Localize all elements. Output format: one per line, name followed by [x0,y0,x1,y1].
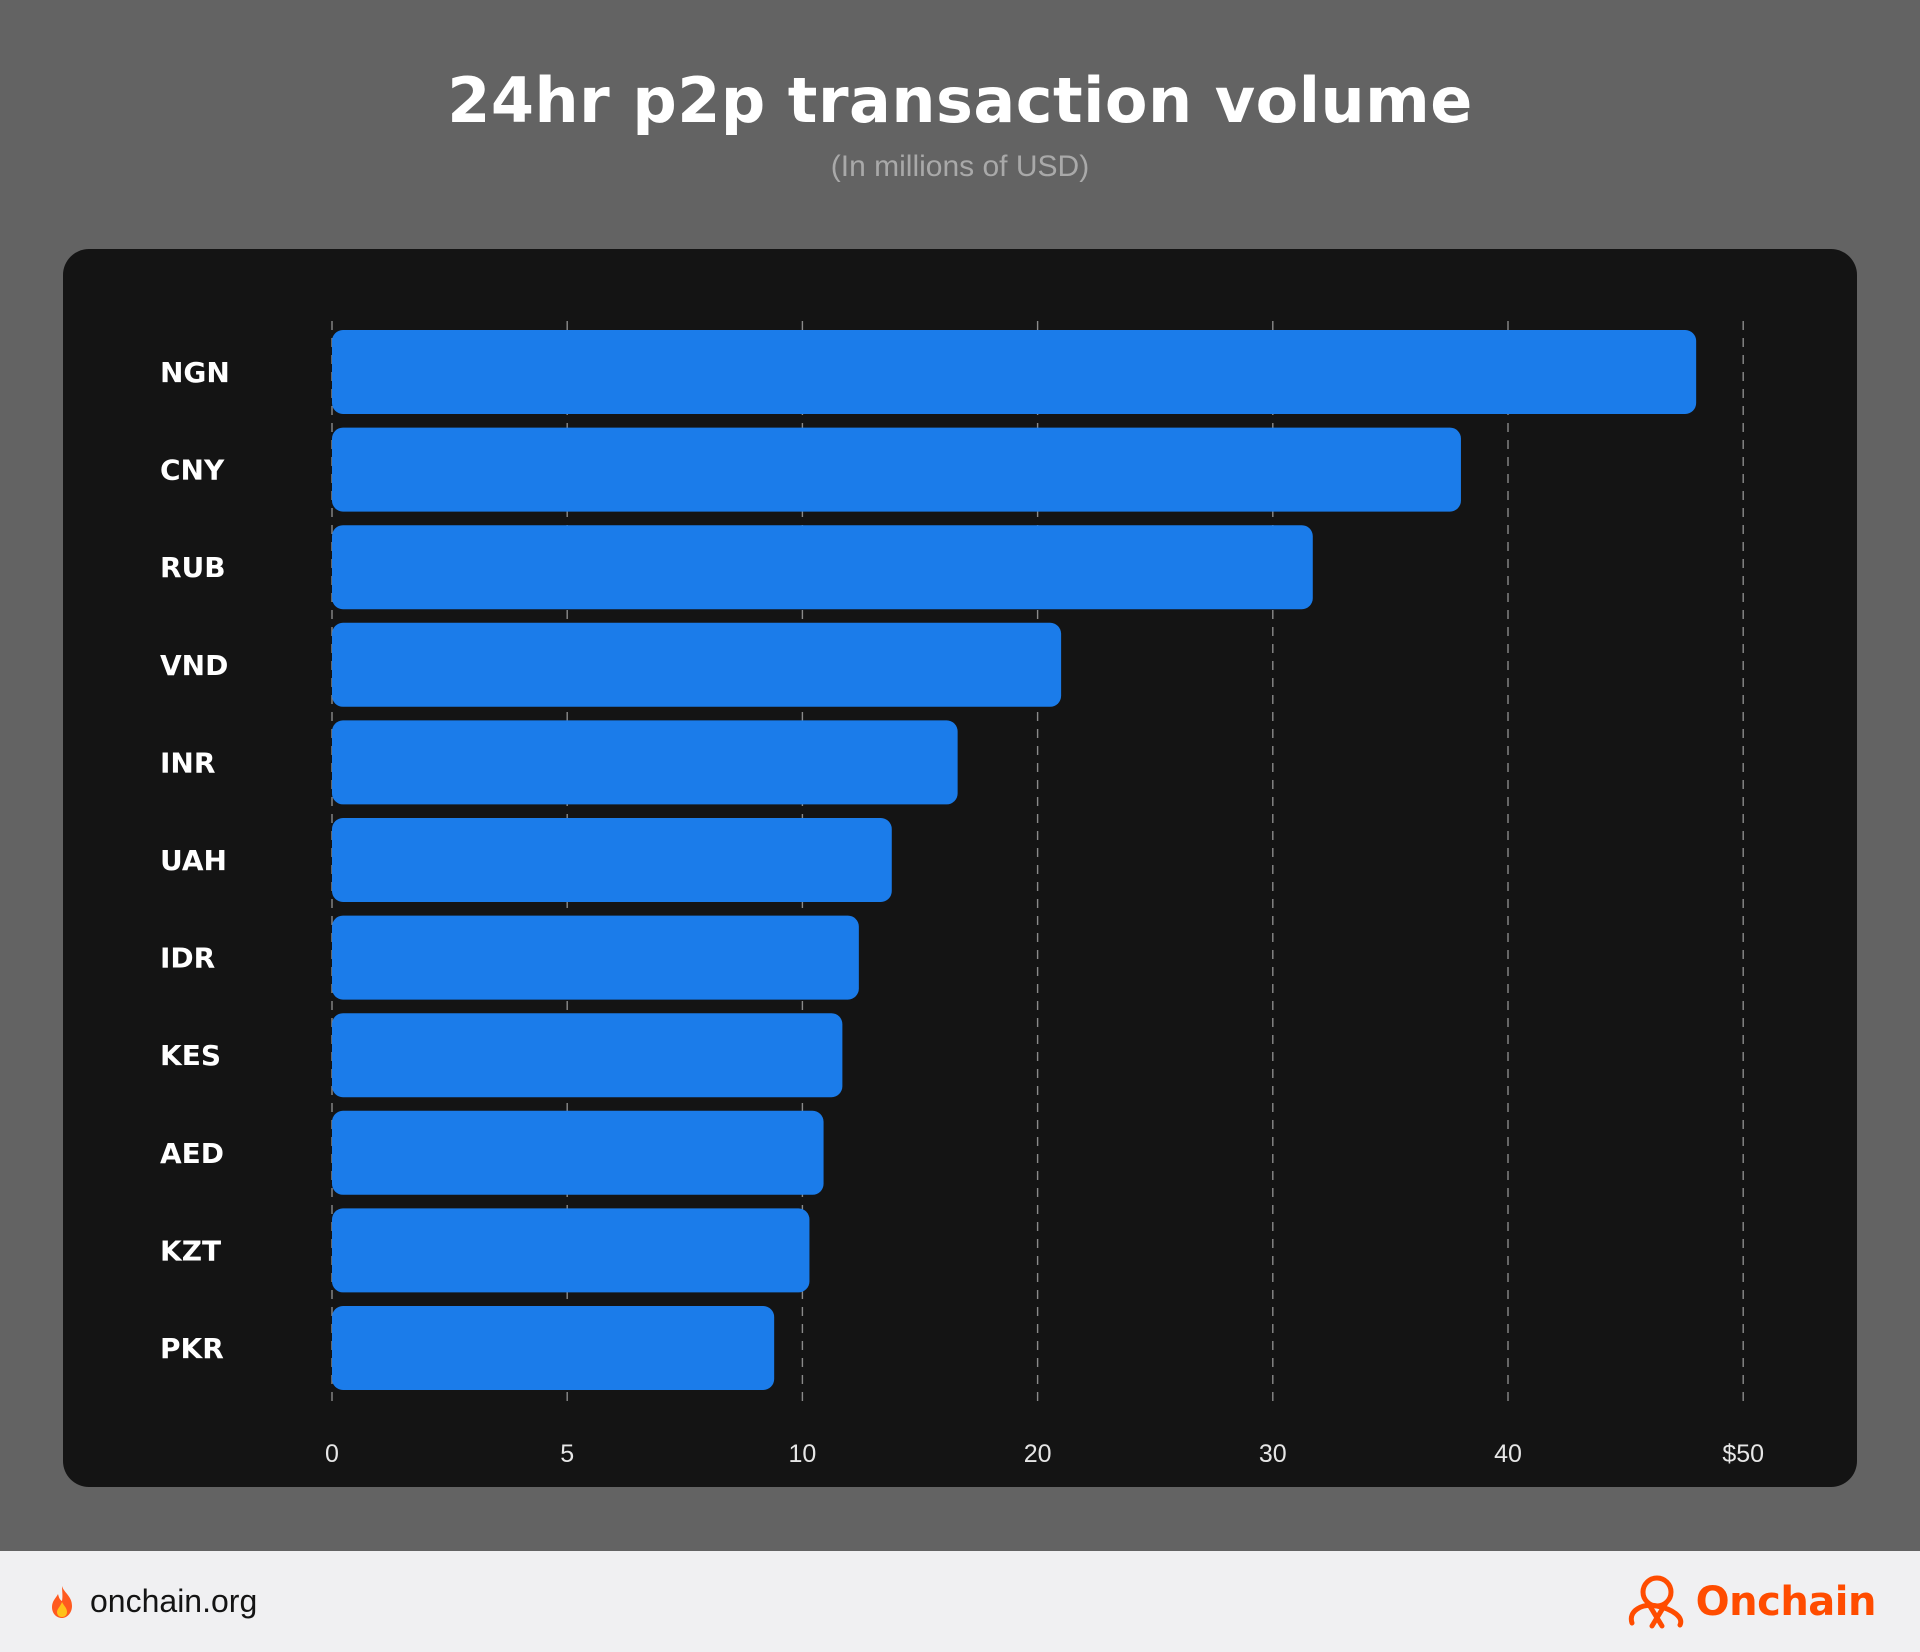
category-label-uah: UAH [160,844,227,877]
footer-site[interactable]: onchain.org [48,1551,257,1652]
bar-aed [332,1110,824,1195]
bar-rub [332,525,1313,610]
bar-uah [332,818,892,902]
bar-vnd [332,622,1062,707]
bar-kzt [332,1208,810,1293]
bar-cny [332,427,1461,512]
category-label-kes: KES [160,1039,221,1072]
category-label-ngn: NGN [160,356,230,389]
bar-chart: NGN CNY RUB VND INR UAH IDR KES AED KZT PKR 0 5 10 20 3… [160,321,1764,1468]
onchain-logo-icon [1628,1575,1683,1628]
category-label-kzt: KZT [160,1234,221,1267]
tick-label: 10 [788,1440,816,1468]
chart-title: 24hr p2p transaction volume [447,64,1473,137]
site-url[interactable]: onchain.org [90,1583,258,1619]
flame-icon [52,1585,72,1618]
category-label-pkr: PKR [160,1332,224,1365]
category-label-cny: CNY [160,454,225,487]
tick-label: $50 [1722,1440,1764,1468]
chart-subtitle: (In millions of USD) [830,150,1090,183]
category-label-aed: AED [160,1137,224,1170]
tick-label: 40 [1494,1440,1522,1468]
bar-inr [332,720,958,805]
category-label-rub: RUB [160,551,226,584]
bar-pkr [332,1306,775,1390]
brand: Onchain [1626,1551,1877,1652]
tick-label: 5 [560,1440,574,1468]
tick-label: 0 [325,1440,339,1468]
category-label-idr: IDR [160,942,215,975]
chart-card: NGN CNY RUB VND INR UAH IDR KES AED KZT PKR 0 5 10 20 3… [63,249,1857,1487]
bar-idr [332,915,859,1000]
tick-label: 20 [1024,1440,1052,1468]
tick-label: 30 [1259,1440,1287,1468]
category-label-vnd: VND [160,649,228,682]
bar-ngn [332,330,1697,414]
brand-name: Onchain [1695,1578,1877,1625]
footer: onchain.org Onchain [0,1551,1920,1652]
bar-kes [332,1013,843,1098]
category-label-inr: INR [160,746,215,779]
